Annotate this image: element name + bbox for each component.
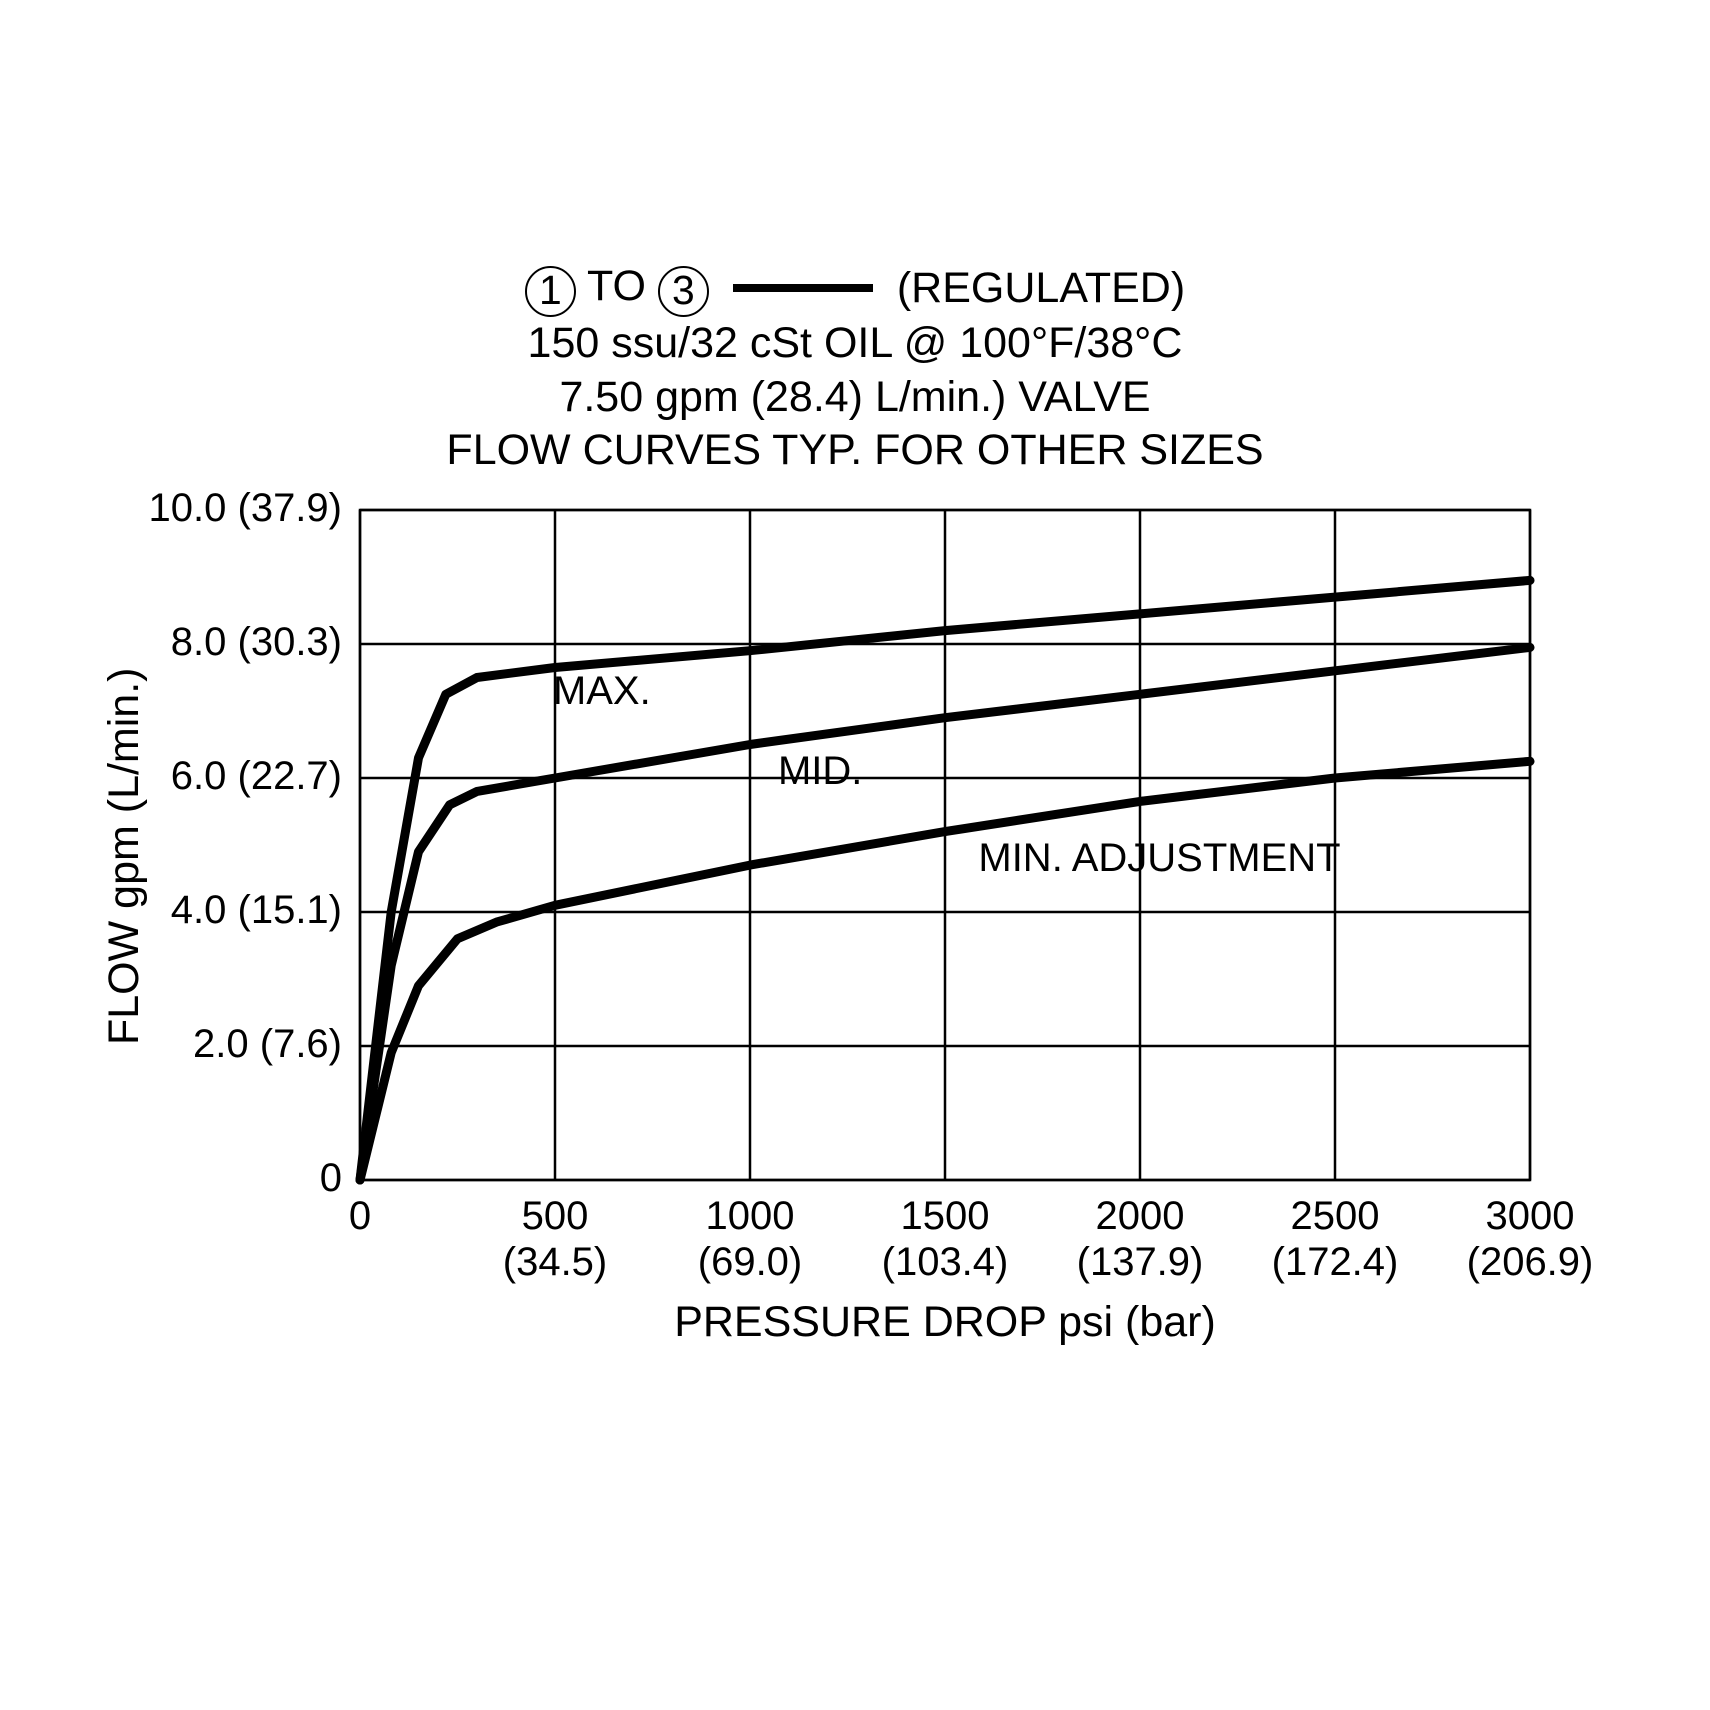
chart-title-block: 1 TO 3 (REGULATED) 150 ssu/32 cSt OIL @ … [0, 260, 1710, 478]
x-tick-label-secondary: (69.0) [660, 1240, 840, 1285]
title-regulated: (REGULATED) [897, 262, 1185, 316]
y-tick-label: 8.0 (30.3) [171, 620, 342, 665]
x-tick-label: 1000 [660, 1194, 840, 1239]
x-tick-label-secondary: (137.9) [1050, 1240, 1230, 1285]
circled-number-3: 3 [658, 266, 709, 317]
y-tick-label: 4.0 (15.1) [171, 888, 342, 933]
y-axis-label: FLOW gpm (L/min.) [100, 668, 149, 1046]
x-tick-label: 2000 [1050, 1194, 1230, 1239]
x-tick-label: 1500 [855, 1194, 1035, 1239]
title-segment: 1 TO 3 [525, 260, 709, 317]
x-tick-label-secondary: (103.4) [855, 1240, 1035, 1285]
legend-line-swatch [733, 284, 873, 292]
title-line-2: 150 ssu/32 cSt OIL @ 100°F/38°C [0, 317, 1710, 371]
x-tick-label: 0 [270, 1194, 450, 1239]
x-tick-label: 3000 [1440, 1194, 1620, 1239]
series-label-min-adjustment: MIN. ADJUSTMENT [930, 836, 1390, 881]
x-tick-label-secondary: (34.5) [465, 1240, 645, 1285]
circled-number-1: 1 [525, 266, 576, 317]
x-tick-label-secondary: (172.4) [1245, 1240, 1425, 1285]
y-tick-label: 2.0 (7.6) [193, 1022, 342, 1067]
y-tick-label: 10.0 (37.9) [149, 486, 342, 531]
title-line-1: 1 TO 3 (REGULATED) [525, 260, 1185, 317]
y-tick-label: 6.0 (22.7) [171, 754, 342, 799]
x-tick-label-secondary: (206.9) [1440, 1240, 1620, 1285]
title-line-4: FLOW CURVES TYP. FOR OTHER SIZES [0, 424, 1710, 478]
x-tick-label: 2500 [1245, 1194, 1425, 1239]
title-line-3: 7.50 gpm (28.4) L/min.) VALVE [0, 371, 1710, 425]
chart-container: 1 TO 3 (REGULATED) 150 ssu/32 cSt OIL @ … [0, 0, 1710, 1710]
x-tick-label: 500 [465, 1194, 645, 1239]
series-label-mid-: MID. [590, 749, 1050, 794]
series-label-max-: MAX. [372, 669, 832, 714]
title-to-text: TO [576, 262, 658, 310]
x-axis-label: PRESSURE DROP psi (bar) [360, 1298, 1530, 1347]
